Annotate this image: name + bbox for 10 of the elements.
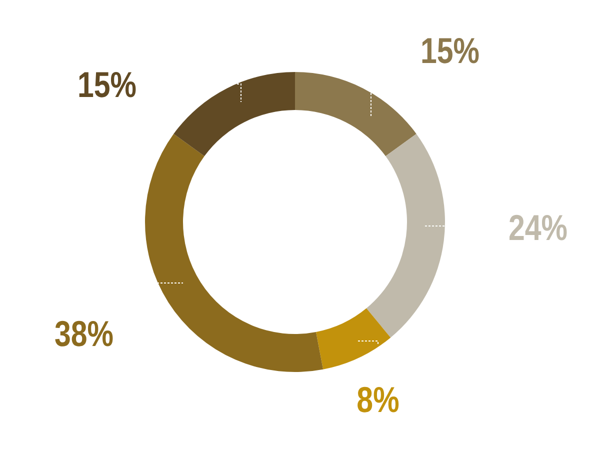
- donut-slice: [174, 72, 295, 156]
- data-label: 15%: [77, 64, 137, 105]
- donut-slice: [316, 308, 391, 370]
- data-label: 15%: [420, 30, 480, 71]
- data-label: 8%: [356, 379, 400, 420]
- donut-slice: [366, 134, 445, 338]
- donut-slice: [145, 134, 324, 372]
- data-label: 38%: [54, 313, 114, 354]
- donut-slice: [295, 72, 416, 156]
- data-label: 24%: [508, 207, 568, 248]
